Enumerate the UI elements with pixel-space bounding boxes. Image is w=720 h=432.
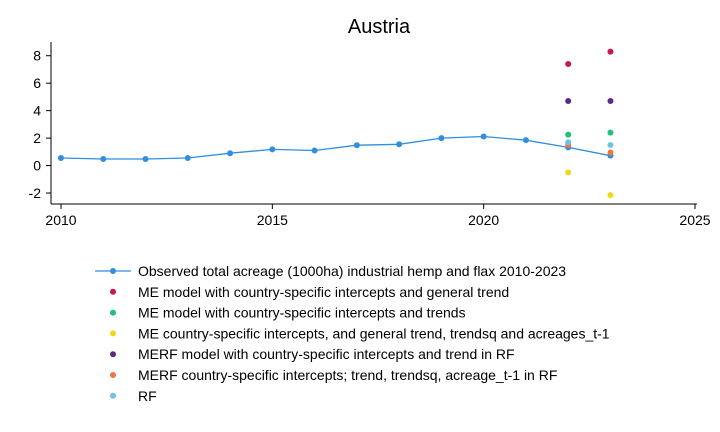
legend-label: MERF country-specific intercepts; trend,… — [138, 367, 557, 383]
series-2 — [565, 48, 614, 67]
y-tick-label: 4 — [33, 103, 41, 119]
data-point — [607, 98, 614, 105]
x-axis-ticks: 2010 2015 2020 2025 — [45, 204, 711, 228]
series-4 — [565, 169, 614, 199]
y-tick-label: 2 — [33, 130, 41, 146]
legend-marker — [110, 392, 116, 399]
data-point — [607, 149, 614, 156]
data-point — [58, 155, 64, 162]
data-point — [438, 135, 445, 142]
legend-item: ME model with country-specific intercept… — [110, 305, 466, 321]
legend-label: RF — [138, 388, 157, 404]
data-point — [184, 155, 191, 162]
legend-label: MERF model with country-specific interce… — [138, 346, 515, 362]
data-point — [227, 150, 234, 157]
series-5 — [565, 98, 614, 105]
data-point — [565, 98, 572, 105]
data-point — [142, 155, 149, 162]
x-tick-label: 2025 — [679, 212, 710, 228]
data-point — [396, 141, 403, 148]
x-tick-label: 2010 — [45, 212, 76, 228]
y-axis-ticks: -2 0 2 4 6 8 — [29, 48, 51, 201]
data-point — [100, 155, 107, 162]
y-tick-label: 8 — [33, 48, 41, 64]
legend-item: MERF country-specific intercepts; trend,… — [110, 367, 557, 383]
x-tick-label: 2015 — [257, 212, 288, 228]
plot-area — [58, 48, 614, 199]
legend-item: Observed total acreage (1000ha) industri… — [95, 263, 566, 279]
data-point — [565, 131, 572, 138]
data-point — [522, 137, 529, 144]
data-point — [311, 147, 318, 154]
y-tick-label: 0 — [33, 158, 41, 174]
series-1 — [58, 133, 614, 162]
legend-label: ME country-specific intercepts, and gene… — [138, 325, 610, 341]
series-3 — [565, 129, 614, 138]
legend-item: RF — [110, 388, 157, 404]
legend-label: ME model with country-specific intercept… — [138, 284, 509, 300]
legend-item: MERF model with country-specific interce… — [110, 346, 515, 362]
legend-label: ME model with country-specific intercept… — [138, 305, 466, 321]
legend-label: Observed total acreage (1000ha) industri… — [138, 263, 566, 279]
x-tick-label: 2020 — [468, 212, 499, 228]
legend: Observed total acreage (1000ha) industri… — [95, 263, 610, 404]
y-tick-label: 6 — [33, 75, 41, 91]
legend-marker — [110, 330, 116, 337]
legend-marker — [110, 372, 116, 378]
data-point — [565, 169, 572, 176]
data-point — [269, 146, 276, 153]
data-point — [607, 192, 614, 199]
data-point — [607, 48, 614, 55]
legend-marker — [110, 268, 116, 274]
legend-item: ME model with country-specific intercept… — [110, 284, 509, 300]
data-point — [565, 139, 572, 146]
legend-marker — [110, 309, 116, 316]
series-7 — [565, 139, 614, 148]
legend-item: ME country-specific intercepts, and gene… — [110, 325, 610, 341]
data-point — [607, 141, 614, 148]
data-point — [607, 129, 614, 136]
data-point — [565, 60, 572, 67]
data-point — [353, 142, 360, 149]
legend-marker — [110, 351, 116, 358]
series-line — [60, 135, 611, 160]
chart-title: Austria — [348, 16, 411, 38]
y-tick-label: -2 — [29, 185, 42, 201]
legend-marker — [110, 288, 116, 295]
data-point — [480, 133, 487, 140]
